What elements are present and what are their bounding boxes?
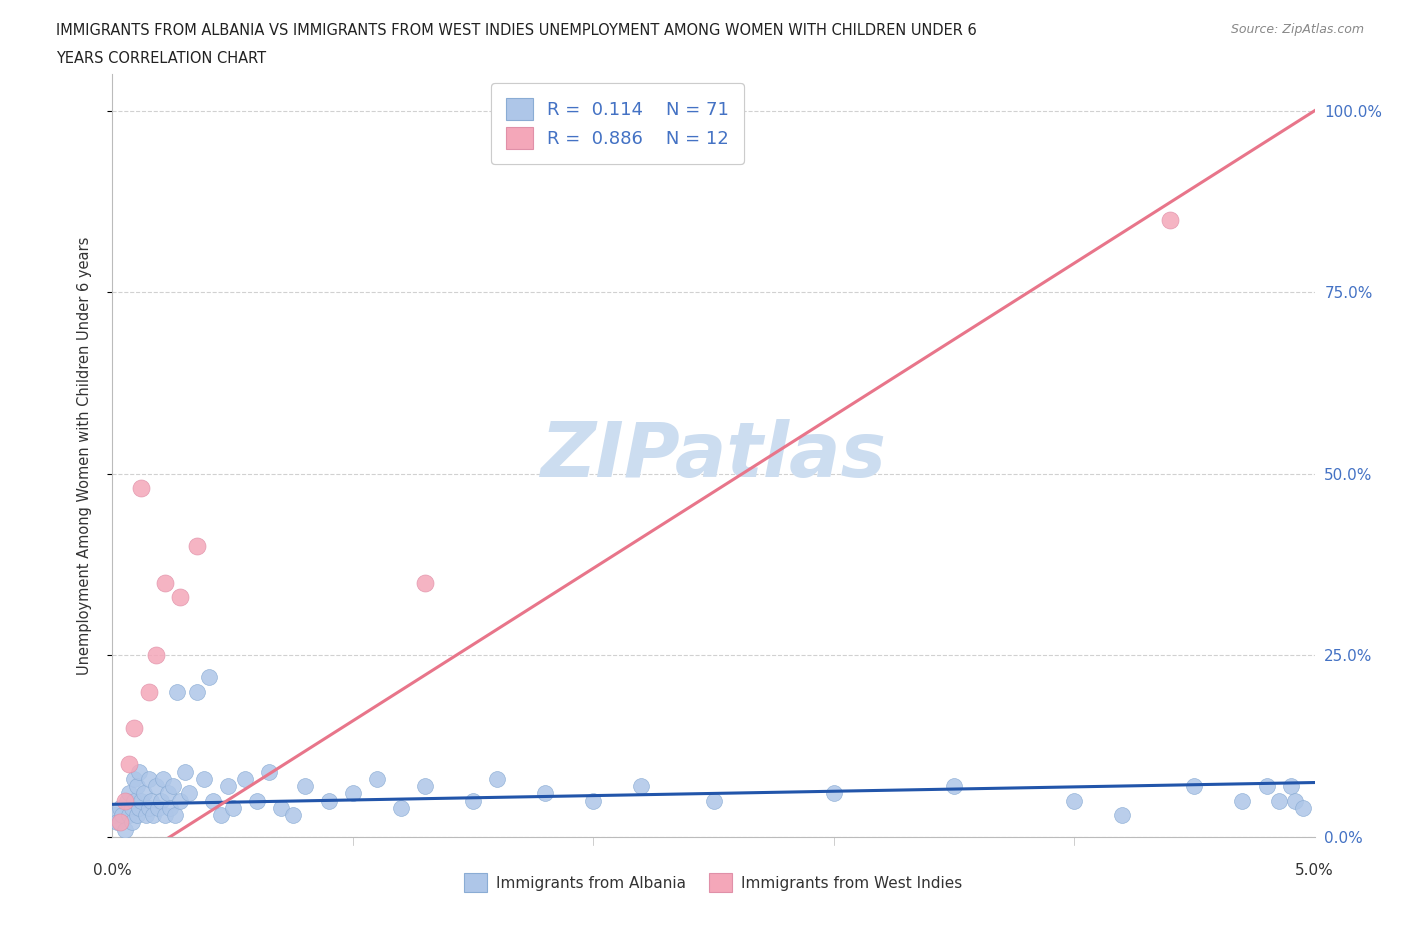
Point bbox=[139, 793, 162, 808]
Point bbox=[1184, 778, 1206, 793]
Point bbox=[389, 801, 412, 816]
Point bbox=[166, 684, 188, 699]
Point bbox=[146, 801, 169, 816]
Point bbox=[413, 576, 436, 591]
Point bbox=[202, 793, 225, 808]
Point bbox=[145, 778, 167, 793]
Point bbox=[281, 808, 304, 823]
Point bbox=[186, 539, 208, 554]
Point bbox=[217, 778, 239, 793]
Point bbox=[246, 793, 269, 808]
Point bbox=[135, 808, 157, 823]
Point bbox=[1111, 808, 1133, 823]
Point bbox=[138, 801, 160, 816]
Point bbox=[1159, 212, 1181, 227]
Point bbox=[145, 648, 167, 663]
Point bbox=[1063, 793, 1085, 808]
Point bbox=[1279, 778, 1302, 793]
Point bbox=[142, 808, 165, 823]
Point bbox=[125, 778, 148, 793]
Text: ZIPatlas: ZIPatlas bbox=[540, 418, 887, 493]
Point bbox=[222, 801, 245, 816]
Point bbox=[114, 822, 136, 837]
Point bbox=[197, 670, 219, 684]
Point bbox=[942, 778, 965, 793]
Legend: R =  0.114    N = 71, R =  0.886    N = 12: R = 0.114 N = 71, R = 0.886 N = 12 bbox=[491, 84, 744, 164]
Point bbox=[1232, 793, 1254, 808]
Point bbox=[318, 793, 340, 808]
Point bbox=[156, 786, 179, 801]
Point bbox=[138, 684, 160, 699]
Point bbox=[534, 786, 557, 801]
Point bbox=[233, 772, 256, 787]
Point bbox=[1256, 778, 1278, 793]
Point bbox=[1267, 793, 1289, 808]
Point bbox=[1284, 793, 1306, 808]
Point bbox=[413, 778, 436, 793]
Point bbox=[1291, 801, 1313, 816]
Point bbox=[173, 764, 195, 779]
Point bbox=[108, 815, 131, 830]
Point bbox=[125, 808, 148, 823]
Point bbox=[118, 757, 141, 772]
Point bbox=[149, 793, 172, 808]
Point bbox=[138, 772, 160, 787]
Point bbox=[179, 786, 201, 801]
Point bbox=[155, 576, 177, 591]
Point bbox=[582, 793, 605, 808]
Point bbox=[486, 772, 509, 787]
Text: 5.0%: 5.0% bbox=[1295, 863, 1334, 878]
Point bbox=[152, 772, 174, 787]
Point bbox=[630, 778, 652, 793]
Point bbox=[114, 793, 136, 808]
Point bbox=[122, 721, 145, 736]
Point bbox=[131, 793, 153, 808]
Point bbox=[270, 801, 292, 816]
Point bbox=[159, 801, 181, 816]
Point bbox=[342, 786, 364, 801]
Point bbox=[169, 590, 191, 604]
Point bbox=[131, 481, 153, 496]
Point bbox=[121, 801, 143, 816]
Point bbox=[163, 808, 186, 823]
Point bbox=[128, 764, 150, 779]
Point bbox=[128, 801, 150, 816]
Point bbox=[155, 808, 177, 823]
Text: Source: ZipAtlas.com: Source: ZipAtlas.com bbox=[1230, 23, 1364, 36]
Y-axis label: Unemployment Among Women with Children Under 6 years: Unemployment Among Women with Children U… bbox=[77, 236, 91, 675]
Point bbox=[111, 808, 134, 823]
Text: IMMIGRANTS FROM ALBANIA VS IMMIGRANTS FROM WEST INDIES UNEMPLOYMENT AMONG WOMEN : IMMIGRANTS FROM ALBANIA VS IMMIGRANTS FR… bbox=[56, 23, 977, 38]
Point bbox=[702, 793, 725, 808]
Point bbox=[108, 801, 131, 816]
Point bbox=[193, 772, 215, 787]
Point bbox=[121, 815, 143, 830]
Point bbox=[823, 786, 845, 801]
Point bbox=[162, 778, 184, 793]
Point bbox=[209, 808, 232, 823]
Point bbox=[461, 793, 484, 808]
Point bbox=[132, 786, 155, 801]
Point bbox=[118, 808, 141, 823]
Point bbox=[105, 815, 128, 830]
Point bbox=[366, 772, 388, 787]
Point bbox=[186, 684, 208, 699]
Point bbox=[118, 786, 141, 801]
Point bbox=[294, 778, 316, 793]
Point bbox=[257, 764, 280, 779]
Point bbox=[115, 793, 138, 808]
Point bbox=[122, 793, 145, 808]
Point bbox=[122, 772, 145, 787]
Text: YEARS CORRELATION CHART: YEARS CORRELATION CHART bbox=[56, 51, 266, 66]
Text: 0.0%: 0.0% bbox=[93, 863, 132, 878]
Point bbox=[104, 808, 127, 823]
Point bbox=[169, 793, 191, 808]
